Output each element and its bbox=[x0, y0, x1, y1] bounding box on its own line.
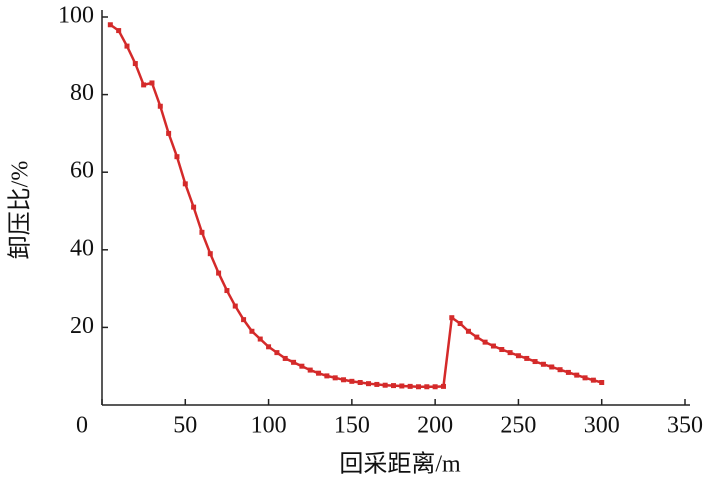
data-point bbox=[490, 343, 496, 349]
data-point bbox=[349, 378, 355, 384]
y-tick-label: 20 bbox=[70, 313, 94, 339]
data-point bbox=[540, 361, 546, 367]
data-point bbox=[399, 383, 405, 389]
x-tick-label: 100 bbox=[251, 413, 287, 439]
data-point bbox=[307, 367, 313, 373]
data-line bbox=[109, 23, 603, 389]
data-point bbox=[499, 347, 505, 353]
y-tick-label: 80 bbox=[70, 80, 94, 106]
data-point bbox=[316, 370, 322, 376]
data-point bbox=[274, 350, 280, 356]
data-point bbox=[124, 43, 130, 49]
x-tick-label: 250 bbox=[500, 413, 536, 439]
data-point bbox=[232, 303, 238, 309]
data-point bbox=[407, 383, 413, 389]
data-point bbox=[590, 377, 596, 383]
data-point bbox=[282, 355, 288, 361]
data-point bbox=[216, 270, 222, 276]
data-point bbox=[524, 355, 530, 361]
data-point bbox=[366, 381, 372, 387]
data-point bbox=[457, 321, 463, 327]
data-point bbox=[532, 359, 538, 365]
data-point bbox=[149, 80, 155, 86]
data-point bbox=[182, 181, 188, 187]
data-point bbox=[474, 334, 480, 340]
data-point bbox=[116, 28, 122, 34]
data-point bbox=[482, 339, 488, 345]
data-point bbox=[132, 61, 138, 67]
data-point bbox=[557, 367, 563, 373]
data-point bbox=[440, 383, 446, 389]
data-point bbox=[224, 288, 230, 294]
data-point bbox=[157, 103, 163, 109]
data-point bbox=[382, 382, 388, 388]
data-point bbox=[266, 344, 272, 350]
data-point bbox=[291, 359, 297, 365]
data-point bbox=[341, 377, 347, 383]
data-point bbox=[424, 384, 430, 390]
data-point bbox=[599, 379, 605, 385]
data-point bbox=[324, 373, 330, 379]
x-tick-label: 200 bbox=[417, 413, 453, 439]
data-point bbox=[582, 375, 588, 381]
data-point bbox=[574, 372, 580, 378]
data-point bbox=[465, 328, 471, 334]
data-point bbox=[174, 154, 180, 160]
data-point bbox=[141, 82, 147, 88]
data-point bbox=[249, 328, 255, 334]
data-point bbox=[415, 384, 421, 390]
y-axis-label: 卸压比/% bbox=[7, 161, 34, 260]
data-point bbox=[449, 315, 455, 321]
x-tick-label: 50 bbox=[173, 413, 197, 439]
data-point bbox=[241, 317, 247, 323]
data-point bbox=[207, 251, 213, 257]
y-tick-label: 60 bbox=[70, 158, 94, 184]
data-point bbox=[515, 353, 521, 359]
x-tick-label: 350 bbox=[667, 413, 703, 439]
x-tick-label: 0 bbox=[76, 413, 88, 439]
x-axis-label: 回采距离/m bbox=[339, 451, 461, 478]
data-point bbox=[199, 229, 205, 235]
y-tick-label: 100 bbox=[58, 3, 94, 29]
data-point bbox=[374, 381, 380, 387]
data-point bbox=[357, 379, 363, 385]
y-tick-label: 40 bbox=[70, 235, 94, 261]
data-point bbox=[507, 350, 513, 356]
data-point bbox=[257, 336, 263, 342]
data-point bbox=[166, 130, 172, 136]
data-point bbox=[565, 369, 571, 375]
data-point bbox=[549, 364, 555, 370]
x-tick-label: 300 bbox=[584, 413, 620, 439]
data-point bbox=[332, 375, 338, 381]
data-point bbox=[432, 384, 438, 390]
x-tick-label: 150 bbox=[334, 413, 370, 439]
data-point bbox=[191, 204, 197, 210]
data-point bbox=[391, 383, 396, 389]
data-point bbox=[107, 22, 113, 28]
data-point bbox=[299, 363, 305, 369]
